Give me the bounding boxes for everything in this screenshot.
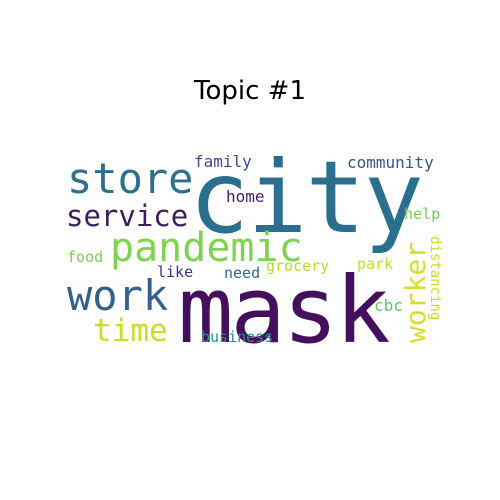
- word-cbc: cbc: [374, 296, 403, 315]
- word-service: service: [66, 199, 189, 233]
- word-distancing: distancing: [427, 236, 443, 321]
- word-family: family: [194, 152, 252, 171]
- word-community: community: [347, 153, 434, 172]
- word-mask: mask: [178, 257, 391, 364]
- word-need: need: [224, 264, 261, 282]
- word-park: park: [357, 255, 394, 273]
- word-food: food: [67, 248, 104, 266]
- word-work: work: [67, 271, 169, 320]
- word-time: time: [93, 313, 168, 349]
- word-city: city: [189, 139, 424, 256]
- topic-title: Topic #1: [194, 76, 306, 106]
- word-business: business: [201, 328, 274, 346]
- word-pandemic: pandemic: [110, 225, 303, 271]
- word-worker: worker: [399, 241, 432, 343]
- word-store: store: [67, 154, 194, 203]
- word-home: home: [226, 187, 265, 206]
- word-help: help: [404, 205, 441, 223]
- word-grocery: grocery: [266, 257, 330, 275]
- word-like: like: [157, 263, 194, 281]
